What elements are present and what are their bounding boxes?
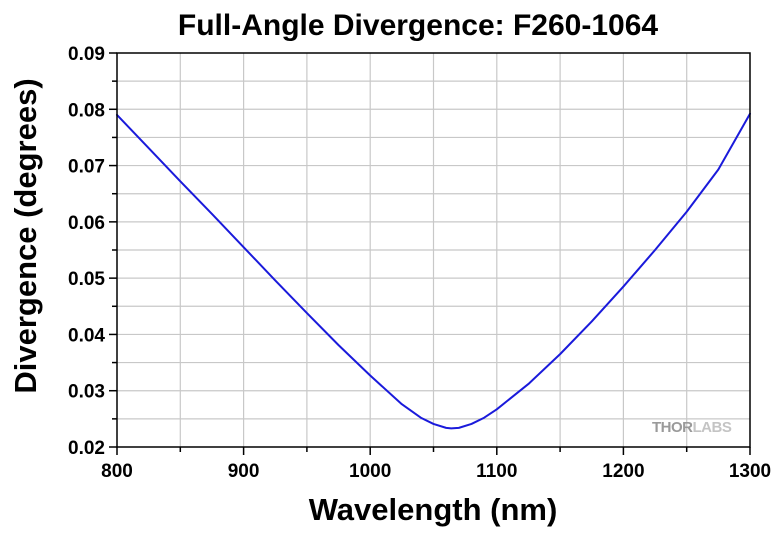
y-tick-label: 0.08	[68, 100, 105, 121]
y-tick-label: 0.02	[68, 438, 105, 459]
y-tick-label: 0.09	[68, 44, 105, 65]
y-axis-label: Divergence (degrees)	[8, 78, 43, 393]
y-tick-label: 0.04	[68, 325, 105, 346]
y-tick-label: 0.06	[68, 213, 105, 234]
x-tick-label: 1300	[729, 461, 771, 482]
y-tick-label: 0.03	[68, 382, 105, 403]
chart-title: Full-Angle Divergence: F260-1064	[178, 9, 658, 42]
logo-text-thor: THOR	[652, 419, 693, 436]
grid-lines	[117, 53, 750, 447]
x-axis-label: Wavelength (nm)	[309, 492, 558, 527]
axes	[109, 52, 751, 455]
x-tick-label: 800	[101, 461, 133, 482]
divergence-series-line	[116, 112, 751, 430]
svg-text:THORLABS: THORLABS	[652, 419, 732, 436]
x-tick-label: 900	[228, 461, 260, 482]
tick-labels: 800 900 1000 1100 1200 1300 0.02 0.03 0.04 0.05 0.…	[68, 44, 771, 482]
x-tick-label: 1000	[349, 461, 391, 482]
logo-text-labs: LABS	[693, 419, 732, 436]
y-tick-label: 0.07	[68, 157, 105, 178]
thorlabs-logo: THORLABS	[652, 419, 732, 436]
x-tick-label: 1200	[602, 461, 644, 482]
y-tick-label: 0.05	[68, 269, 105, 290]
series-layer	[116, 112, 751, 430]
x-tick-label: 1100	[476, 461, 517, 482]
